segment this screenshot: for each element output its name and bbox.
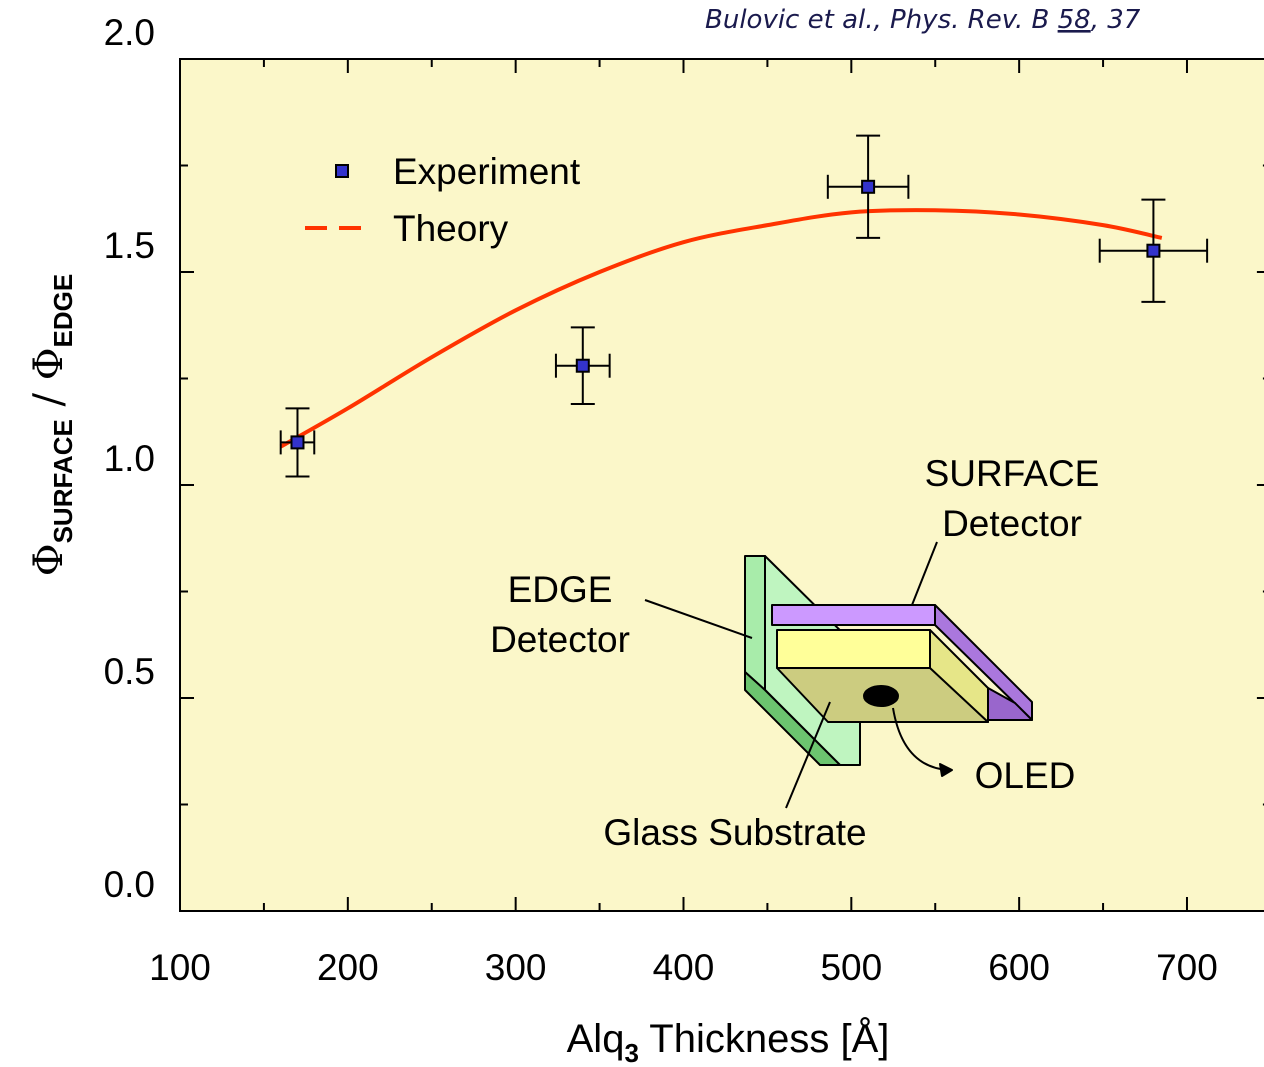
- legend-label: Theory: [393, 208, 509, 249]
- y-tick-label: 1.0: [104, 438, 155, 479]
- citation-text: , 37: [1091, 5, 1141, 35]
- legend-marker: [335, 164, 349, 178]
- data-point: [575, 358, 590, 373]
- data-point: [1146, 243, 1161, 258]
- x-tick-label: 500: [820, 947, 882, 988]
- edge-detector-bottom: [744, 671, 841, 766]
- y-label-sub: EDGE: [48, 274, 78, 348]
- citation-volume: 58: [1058, 5, 1091, 35]
- surface-detector-side: [987, 687, 1033, 721]
- y-label-text: / Φ: [26, 347, 72, 419]
- y-tick-label: 1.5: [104, 225, 155, 266]
- x-tick-label: 300: [485, 947, 547, 988]
- arrow-head: [939, 763, 953, 777]
- inset-label: Glass Substrate: [603, 812, 866, 853]
- oled-layer: [776, 629, 931, 669]
- x-tick-label: 700: [1156, 947, 1218, 988]
- legend-label: Experiment: [393, 151, 581, 192]
- x-label-sub: 3: [624, 1038, 638, 1067]
- y-tick-label: 0.5: [104, 651, 155, 692]
- inset-label: Detector: [490, 619, 630, 660]
- inset-diagram: [644, 541, 1033, 809]
- leader-line: [911, 541, 938, 606]
- x-axis-label: Alq3 Thickness [Å]: [567, 1016, 890, 1067]
- y-tick-label: 2.0: [104, 12, 155, 53]
- leader-line: [644, 599, 753, 639]
- surface-detector: [771, 604, 936, 626]
- inset-label: Detector: [942, 503, 1082, 544]
- data-point: [290, 435, 305, 450]
- x-tick-label: 600: [988, 947, 1050, 988]
- x-label-text: Alq: [567, 1017, 625, 1061]
- edge-detector-edge: [744, 555, 766, 691]
- oled-spot: [863, 685, 899, 707]
- leader-line: [785, 701, 831, 809]
- x-label-text: Thickness [Å]: [639, 1016, 889, 1061]
- plot-area: [179, 58, 1264, 912]
- x-tick-label: 400: [653, 947, 715, 988]
- citation: Bulovic et al., Phys. Rev. B 58, 37: [705, 5, 1141, 35]
- y-tick-label: 0.0: [104, 864, 155, 905]
- y-label-text: Φ: [26, 543, 72, 576]
- inset-label: EDGE: [508, 569, 613, 610]
- x-tick-label: 100: [149, 947, 211, 988]
- y-axis-label: ΦSURFACE / ΦEDGE: [26, 274, 78, 576]
- data-point: [861, 179, 876, 194]
- theory-line: [279, 208, 1163, 449]
- y-label-sub: SURFACE: [48, 419, 78, 543]
- oled-layer-side: [929, 629, 989, 723]
- inset-label: SURFACE: [925, 453, 1100, 494]
- inset-labels: SURFACE Detector EDGE Detector OLED Glas…: [490, 453, 1099, 853]
- inset-label: OLED: [975, 755, 1076, 796]
- citation-text: Bulovic et al., Phys. Rev. B: [705, 5, 1058, 35]
- x-tick-label: 200: [317, 947, 379, 988]
